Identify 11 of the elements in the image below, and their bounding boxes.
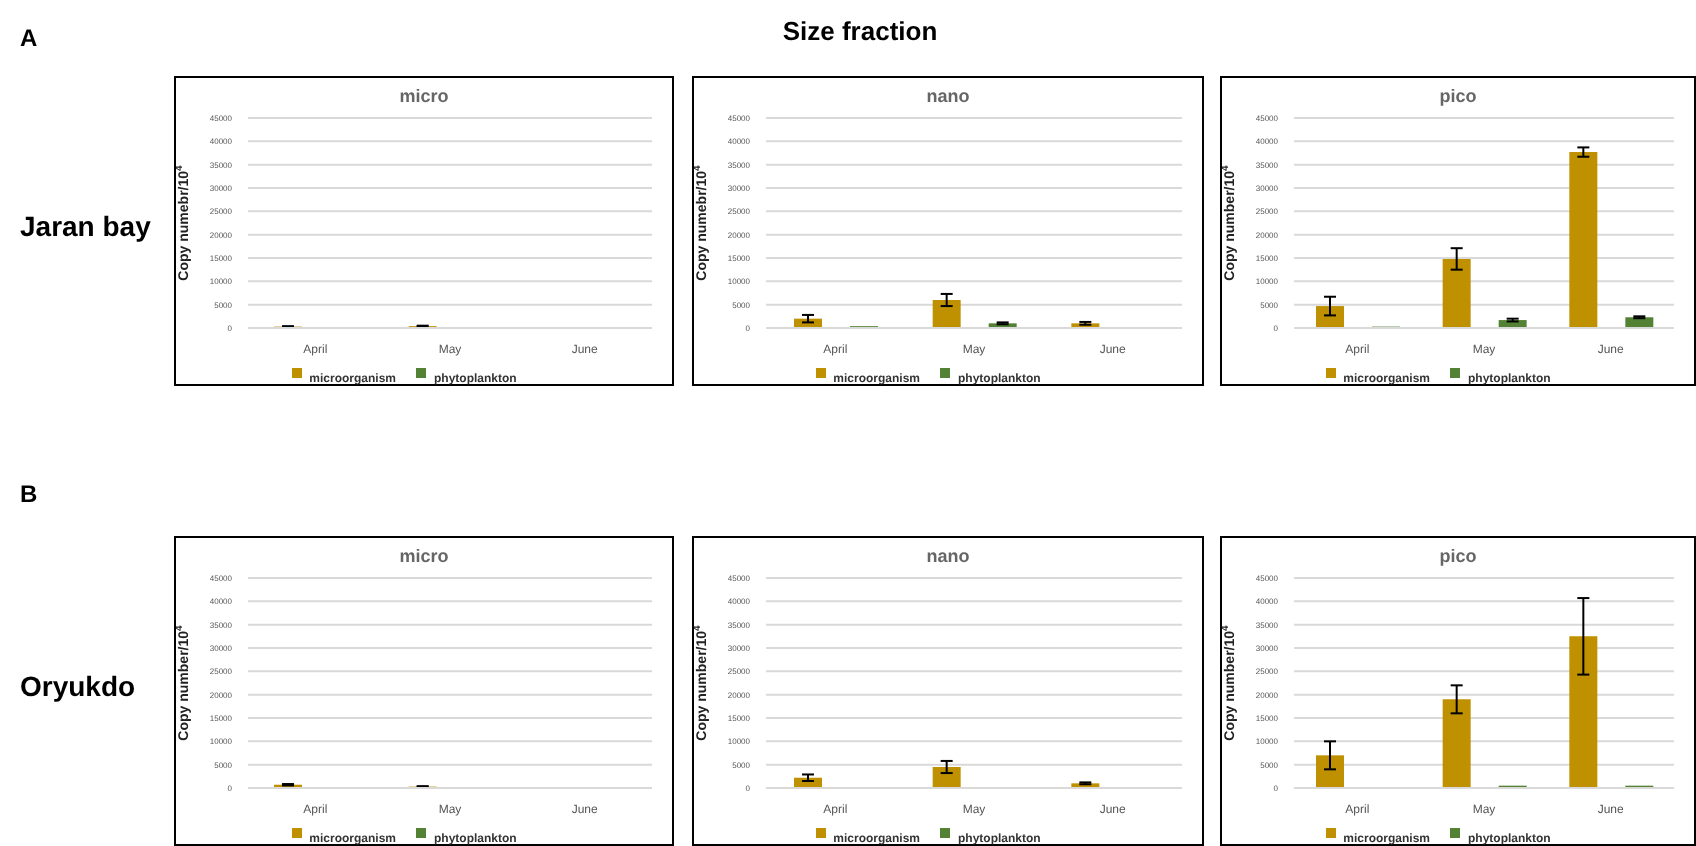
- chart-title: nano: [924, 546, 972, 570]
- chart-title: nano: [924, 86, 972, 110]
- chart-title: pico: [1437, 86, 1479, 110]
- chart-title: micro: [397, 546, 451, 570]
- text: Jaran bay: [20, 210, 151, 242]
- text: Oryukdo: [20, 670, 136, 702]
- text: Size fraction: [782, 16, 938, 46]
- text: A: [20, 24, 38, 52]
- chart-title: pico: [1437, 546, 1479, 570]
- chart-title: micro: [397, 86, 451, 110]
- text: B: [20, 480, 38, 508]
